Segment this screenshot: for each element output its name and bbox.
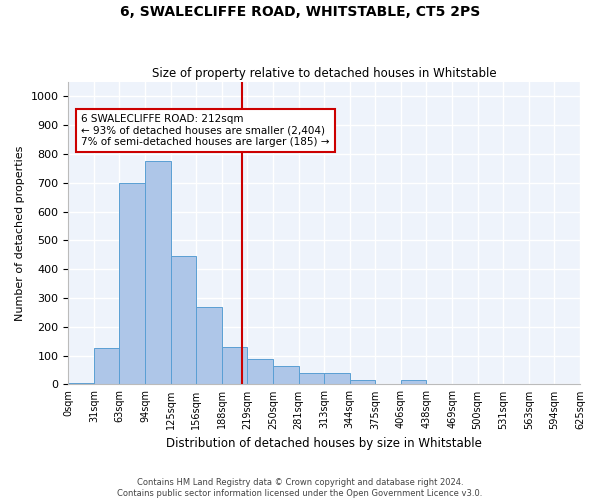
Bar [324,373,350,384]
Bar [401,380,427,384]
Bar [145,161,170,384]
Text: Contains HM Land Registry data © Crown copyright and database right 2024.
Contai: Contains HM Land Registry data © Crown c… [118,478,482,498]
Bar [68,383,94,384]
Bar [350,380,376,384]
Bar [222,347,247,385]
Bar [273,366,299,384]
Bar [94,348,119,384]
Bar [247,358,273,384]
Bar [170,256,196,384]
Bar [119,183,145,384]
Bar [299,373,324,384]
Text: 6, SWALECLIFFE ROAD, WHITSTABLE, CT5 2PS: 6, SWALECLIFFE ROAD, WHITSTABLE, CT5 2PS [120,5,480,19]
Y-axis label: Number of detached properties: Number of detached properties [15,146,25,321]
Text: 6 SWALECLIFFE ROAD: 212sqm
← 93% of detached houses are smaller (2,404)
7% of se: 6 SWALECLIFFE ROAD: 212sqm ← 93% of deta… [81,114,329,147]
Title: Size of property relative to detached houses in Whitstable: Size of property relative to detached ho… [152,66,496,80]
X-axis label: Distribution of detached houses by size in Whitstable: Distribution of detached houses by size … [166,437,482,450]
Bar [196,306,222,384]
